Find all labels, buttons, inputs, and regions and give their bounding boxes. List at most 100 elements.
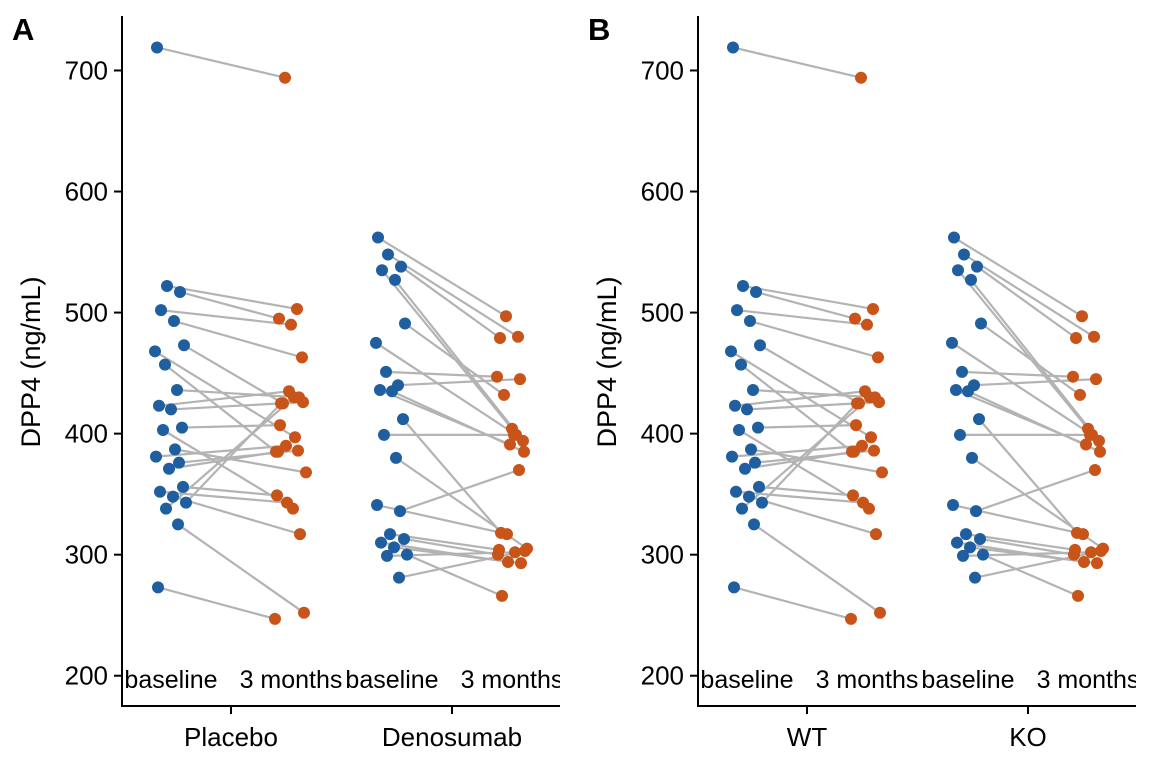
baseline-point (375, 536, 387, 549)
paired-line (753, 523, 881, 614)
paired-line (951, 341, 1093, 436)
three-month-point (501, 528, 513, 541)
three-month-point (1074, 388, 1086, 401)
paired-line (385, 370, 498, 378)
baseline-point (154, 485, 166, 498)
baseline-point (753, 480, 765, 493)
baseline-point (745, 443, 757, 456)
paired-line (731, 444, 863, 458)
baseline-point (728, 581, 740, 594)
three-month-point (1072, 589, 1084, 602)
three-month-point (870, 528, 882, 541)
baseline-point (739, 462, 751, 475)
baseline-point (735, 358, 747, 371)
baseline-point (950, 384, 962, 397)
timepoint-label: 3 months (240, 666, 343, 694)
three-month-point (876, 466, 888, 479)
baseline-point (374, 384, 386, 397)
baseline-point (752, 421, 764, 434)
timepoint-labels: baseline 3 months baseline 3 months (700, 666, 1136, 694)
three-month-point (855, 71, 867, 84)
y-tick-label: 300 (65, 540, 108, 570)
baseline-point (948, 231, 960, 244)
paired-line (748, 495, 877, 536)
three-month-point (850, 419, 862, 432)
baseline-point (177, 480, 189, 493)
baseline-point (726, 450, 738, 463)
baseline-point (748, 518, 760, 531)
three-month-point (518, 445, 530, 458)
paired-line (399, 468, 520, 513)
panel-a-tag: A (12, 12, 34, 47)
baseline-point (382, 248, 394, 261)
baseline-point (384, 528, 396, 541)
x-tick-label: Denosumab (382, 722, 522, 752)
baseline-point (957, 549, 969, 562)
paired-line (978, 418, 1078, 534)
three-month-point (1084, 428, 1096, 441)
baseline-point (960, 528, 972, 541)
paired-line (752, 388, 876, 399)
three-month-point (1077, 528, 1089, 541)
three-month-point (512, 330, 524, 343)
three-month-point (292, 444, 304, 457)
baseline-point (153, 399, 165, 412)
three-month-point (509, 546, 521, 559)
paired-line (730, 350, 872, 439)
baseline-point (169, 443, 181, 456)
three-month-point (496, 589, 508, 602)
x-tick-label: KO (1009, 722, 1047, 752)
timepoint-label: baseline (345, 666, 438, 694)
baseline-point (725, 345, 737, 358)
y-tick-label: 200 (65, 661, 108, 691)
panel-a-y-axis-title: DPP4 (ng/mL) (16, 276, 46, 447)
paired-line (393, 546, 522, 565)
paired-line (403, 537, 499, 556)
three-month-point (498, 388, 510, 401)
baseline-point (737, 279, 749, 292)
three-month-point (1089, 463, 1101, 476)
three-month-point (300, 466, 312, 479)
three-month-point (285, 318, 297, 331)
y-tick-label: 500 (641, 298, 684, 328)
paired-line (164, 363, 277, 453)
baseline-point (741, 403, 753, 416)
paired-line (969, 546, 1098, 565)
timepoint-label: 3 months (816, 666, 919, 694)
y-tick-label: 600 (65, 177, 108, 207)
y-tick-label: 400 (65, 419, 108, 449)
three-month-point (867, 302, 879, 315)
panel-b-tag: B (588, 12, 610, 47)
baseline-point (965, 273, 977, 286)
three-month-point (508, 428, 520, 441)
y-tick-label: 400 (641, 419, 684, 449)
paired-line (159, 490, 288, 504)
baseline-point (730, 485, 742, 498)
paired-line (181, 424, 281, 429)
baseline-point (954, 428, 966, 441)
paired-line (732, 46, 862, 79)
paired-line (733, 586, 852, 620)
three-month-point (289, 431, 301, 444)
y-tick-label: 300 (641, 540, 684, 570)
paired-line (970, 279, 1100, 442)
three-month-point (1070, 332, 1082, 344)
paired-line (154, 350, 296, 439)
baseline-point (973, 413, 985, 426)
paired-line (761, 402, 858, 504)
baseline-point (168, 315, 180, 328)
three-month-point (298, 606, 310, 619)
paired-line (404, 322, 505, 396)
baseline-point (727, 41, 739, 54)
baseline-point (971, 260, 983, 273)
paired-line (158, 390, 290, 407)
baseline-point (977, 548, 989, 561)
baseline-point (152, 581, 164, 594)
timepoint-label: 3 months (461, 666, 564, 694)
timepoint-label: baseline (124, 666, 217, 694)
baseline-point (388, 541, 400, 554)
baseline-point (399, 317, 411, 330)
timepoint-labels: baseline 3 months baseline 3 months (124, 666, 564, 694)
three-month-point (1094, 445, 1106, 458)
series-denosumab (370, 231, 533, 602)
